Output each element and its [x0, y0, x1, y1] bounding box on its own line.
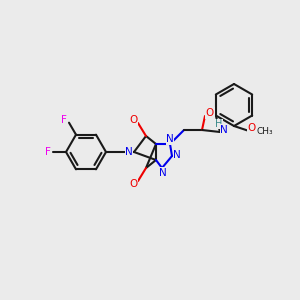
- Text: N: N: [166, 134, 174, 144]
- Text: F: F: [61, 115, 67, 125]
- Text: N: N: [159, 168, 167, 178]
- Text: F: F: [45, 147, 51, 157]
- Text: O: O: [129, 179, 137, 189]
- Text: N: N: [125, 147, 133, 157]
- Text: CH₃: CH₃: [257, 127, 273, 136]
- Text: O: O: [206, 108, 214, 118]
- Text: H: H: [215, 119, 223, 129]
- Text: N: N: [220, 125, 228, 135]
- Text: N: N: [173, 150, 181, 160]
- Text: O: O: [129, 115, 137, 125]
- Text: O: O: [248, 123, 256, 133]
